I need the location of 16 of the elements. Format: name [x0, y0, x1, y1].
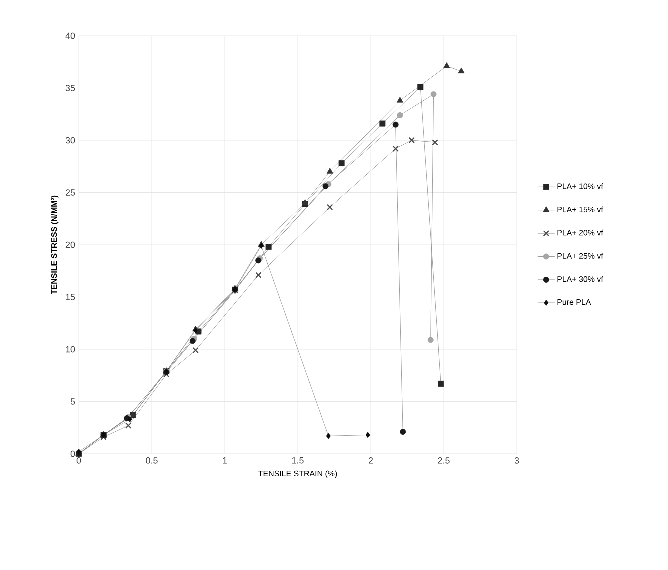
x-tick-label: 0.5	[146, 458, 158, 464]
y-tick-label: 5	[70, 398, 76, 405]
x-tick-label: 0	[76, 458, 82, 464]
x-tick-label: 2.5	[438, 458, 450, 464]
y-tick-label: 10	[66, 346, 76, 353]
x-tick-label: 1	[223, 458, 228, 464]
y-tick-label: 0	[70, 450, 76, 458]
y-tick-label: 40	[66, 32, 76, 40]
y-tick-label: 20	[66, 242, 76, 248]
y-tick-label: 25	[66, 190, 76, 196]
x-tick-label: 3	[514, 458, 520, 464]
y-tick-label: 35	[66, 85, 76, 92]
x-tick-label: 1.5	[292, 458, 304, 464]
y-tick-label: 15	[66, 294, 76, 300]
y-tick-label: 30	[66, 137, 76, 144]
x-tick-label: 2	[368, 458, 374, 464]
